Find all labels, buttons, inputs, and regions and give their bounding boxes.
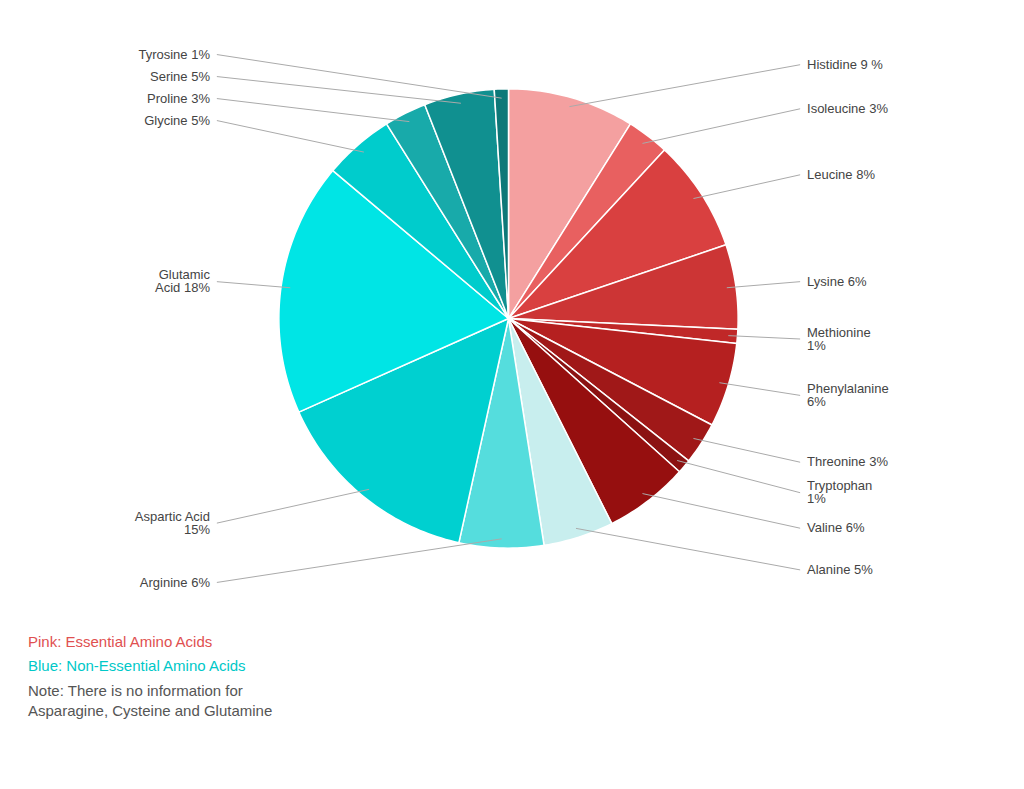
svg-text:Valine 6%: Valine 6%	[807, 520, 865, 535]
svg-text:GlutamicAcid 18%: GlutamicAcid 18%	[155, 267, 210, 295]
svg-text:Histidine 9 %: Histidine 9 %	[807, 57, 883, 72]
html-text:Pink: Essential Amino Acids: Pink: Essential Amino Acids	[28, 633, 213, 650]
html-text:Blue: Non-Essential Amino Acid: Blue: Non-Essential Amino Acids	[28, 657, 246, 675]
svg-text:Methionine1%: Methionine1%	[807, 325, 871, 353]
svg-text:Alanine 5%: Alanine 5%	[807, 562, 873, 577]
svg-text:Proline 3%: Proline 3%	[147, 91, 210, 106]
svg-text:Phenylalanine6%: Phenylalanine6%	[807, 381, 889, 409]
svg-text:Leucine 8%: Leucine 8%	[807, 167, 875, 182]
svg-text:Aspartic Acid15%: Aspartic Acid15%	[135, 509, 211, 537]
svg-text:Threonine 3%: Threonine 3%	[807, 454, 888, 469]
svg-text:Glycine 5%: Glycine 5%	[144, 113, 210, 128]
svg-text:Isoleucine 3%: Isoleucine 3%	[807, 101, 888, 116]
svg-text:Lysine 6%: Lysine 6%	[807, 274, 867, 289]
svg-text:Arginine 6%: Arginine 6%	[140, 575, 211, 590]
svg-text:Serine 5%: Serine 5%	[150, 69, 210, 84]
svg-text:Tryptophan1%: Tryptophan1%	[807, 478, 872, 506]
svg-text:Tyrosine 1%: Tyrosine 1%	[138, 47, 210, 62]
html-text:Note: There is no information: Note: There is no information for Aspara…	[28, 681, 273, 719]
